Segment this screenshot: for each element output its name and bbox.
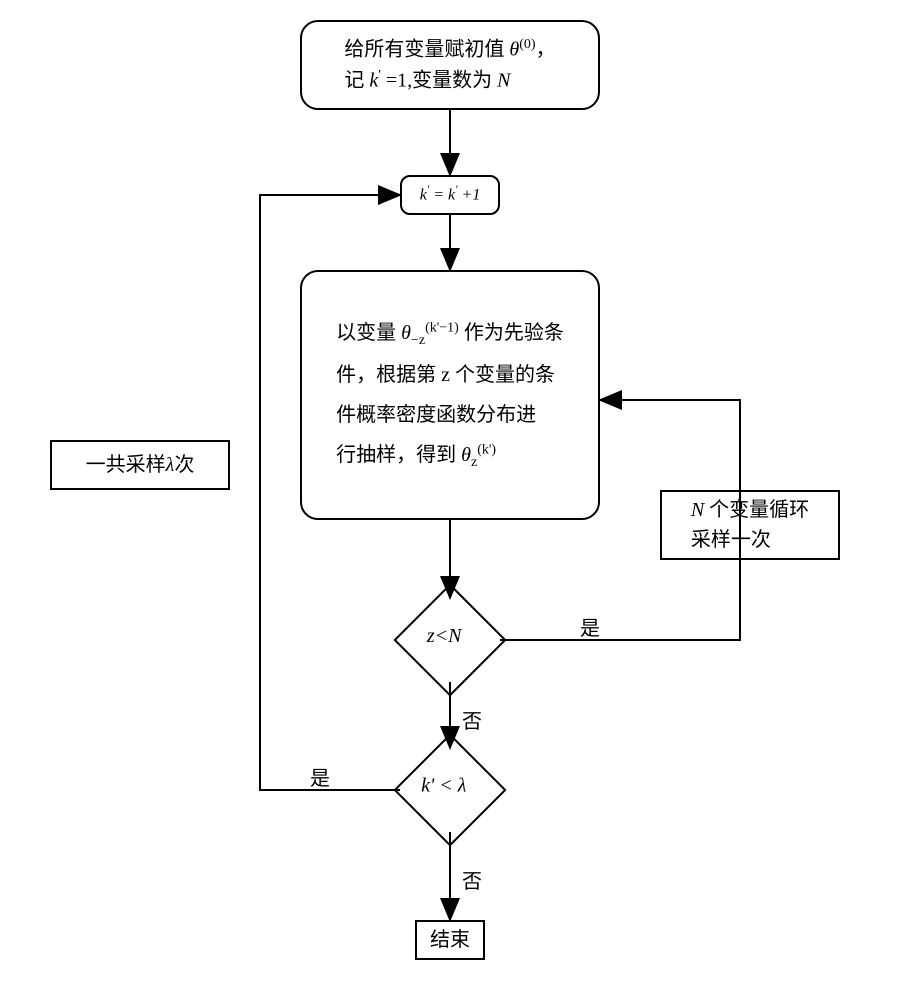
node-init: 给所有变量赋初值 θ(0)， 记 k' =1,变量数为 N [300, 20, 600, 110]
sample-l2: 件，根据第 z 个变量的条 [336, 364, 555, 386]
d1-label: z<N [427, 625, 462, 648]
node-init-text: 给所有变量赋初值 θ(0)， 记 k' =1,变量数为 N [344, 34, 555, 95]
sample-theta2: θ [461, 444, 471, 466]
note-right-text: N 个变量循环 采样一次 [691, 495, 809, 555]
sample-l1a: 以变量 [336, 322, 396, 344]
init-theta: θ [509, 39, 519, 61]
d2-b: λ [458, 774, 467, 796]
sample-sup2: (k') [477, 442, 496, 457]
node-decision-k: k' < λ [393, 733, 506, 846]
init-comma: ， [536, 39, 556, 61]
init-eq1: =1 [386, 70, 407, 92]
sample-sup1: (k'−1) [425, 320, 459, 335]
sample-l4a: 行抽样，得到 [336, 444, 456, 466]
label-d1-yes: 是 [580, 612, 600, 641]
node-sample: 以变量 θ−z(k'−1) 作为先验条 件，根据第 z 个变量的条 件概率密度函… [300, 270, 600, 520]
d2-label: k' < λ [421, 774, 466, 797]
note-right-N: N [691, 499, 704, 521]
sample-sub1: −z [411, 333, 425, 348]
increment-expr: k' = k' +1 [420, 182, 481, 207]
note-right-l2: 采样一次 [691, 529, 771, 551]
init-kprime: ' [378, 68, 381, 83]
sample-l3: 件概率密度函数分布进 [336, 404, 536, 426]
init-N: N [497, 70, 510, 92]
sample-l1b: 作为先验条 [464, 322, 564, 344]
init-theta-sup: (0) [519, 37, 535, 52]
note-left-lambda: λ [166, 450, 175, 480]
sample-theta1: θ [401, 322, 411, 344]
node-decision-z: z<N [393, 583, 506, 696]
init-l1-prefix: 给所有变量赋初值 [344, 39, 504, 61]
label-d2-yes: 是 [310, 762, 330, 791]
label-d1-no: 否 [462, 705, 482, 734]
note-right: N 个变量循环 采样一次 [660, 490, 840, 560]
note-left-suffix: 次 [174, 450, 194, 480]
note-right-l1b: 个变量循环 [704, 499, 809, 521]
init-mid: ,变量数为 [407, 70, 492, 92]
init-l2-prefix: 记 [344, 70, 364, 92]
d1-b: N [448, 625, 461, 647]
note-left: 一共采样 λ 次 [50, 440, 230, 490]
label-d2-no: 否 [462, 865, 482, 894]
init-k: k [369, 70, 378, 92]
d2-a: k' < [421, 774, 458, 796]
note-left-prefix: 一共采样 [86, 450, 166, 480]
node-increment: k' = k' +1 [400, 175, 500, 215]
sample-text: 以变量 θ−z(k'−1) 作为先验条 件，根据第 z 个变量的条 件概率密度函… [336, 313, 564, 477]
d1-a: z< [427, 625, 448, 647]
end-text: 结束 [430, 925, 470, 955]
node-end: 结束 [415, 920, 485, 960]
